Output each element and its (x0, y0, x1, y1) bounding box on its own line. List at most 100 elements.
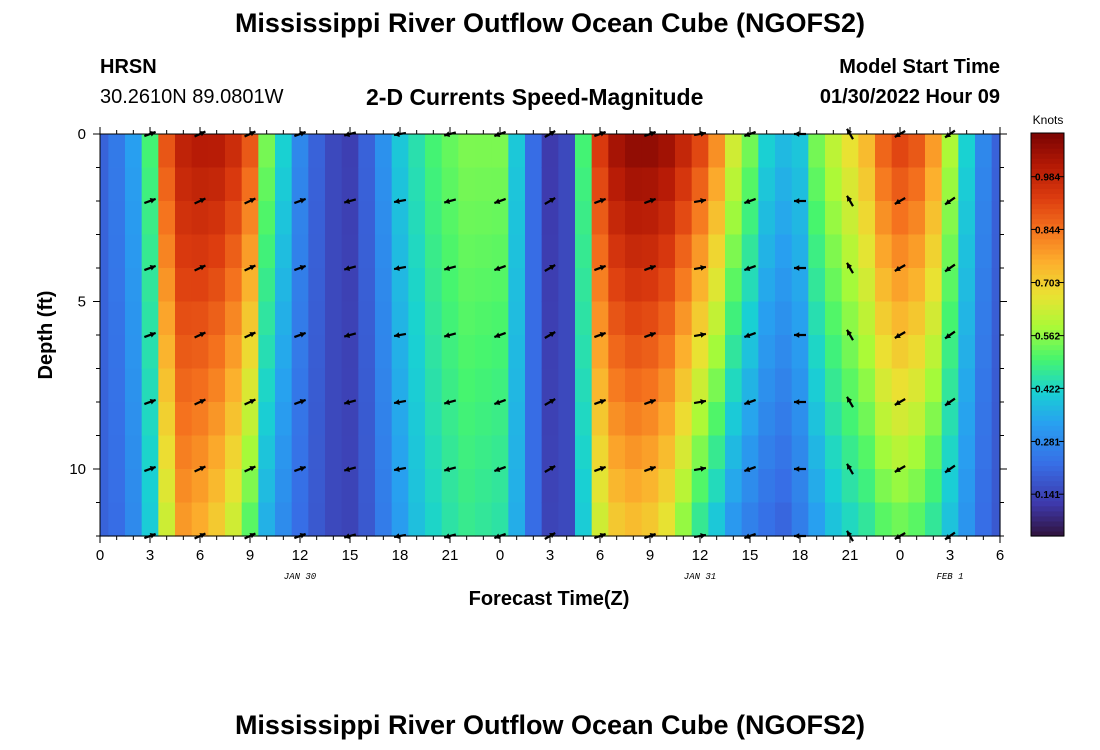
heatmap-cell (275, 335, 293, 370)
colorbar-segment (1031, 435, 1064, 441)
heatmap-cell (525, 402, 543, 437)
heatmap-cell (258, 134, 276, 169)
heatmap-cell (491, 335, 509, 370)
model-start-value: 01/30/2022 Hour 09 (819, 86, 1000, 108)
vector-head (394, 198, 400, 204)
colorbar-segment (1031, 430, 1064, 436)
heatmap-cell (291, 368, 309, 403)
vector-head (444, 198, 451, 204)
heatmap-cell (541, 134, 559, 169)
current-vector (944, 464, 956, 474)
heatmap-cell (475, 368, 493, 403)
heatmap-cell (941, 234, 959, 269)
vector-head (847, 329, 853, 336)
heatmap-cell (208, 368, 226, 403)
heatmap-cell (408, 368, 426, 403)
heatmap-cell (241, 435, 259, 470)
heatmap-cell (158, 469, 176, 504)
vector-head (649, 265, 656, 271)
heatmap-cell (425, 268, 443, 303)
heatmap-cell (608, 201, 626, 236)
heatmap-cell (108, 469, 126, 504)
heatmap-cell (158, 167, 176, 202)
heatmap-cell (975, 435, 993, 470)
heatmap-cell (691, 435, 709, 470)
current-vector (443, 265, 457, 271)
heatmap-cell (591, 201, 609, 236)
heatmap-cell (275, 268, 293, 303)
heatmap-cell (141, 502, 159, 537)
heatmap-cell (691, 502, 709, 537)
heatmap-cell (991, 435, 1001, 470)
colorbar-segment (1031, 405, 1064, 411)
heatmap-cell (258, 234, 276, 269)
heatmap-cell (541, 502, 559, 537)
heatmap-cell (408, 402, 426, 437)
heatmap-cell (391, 469, 409, 504)
heatmap-cell (258, 167, 276, 202)
heatmap-cell (458, 134, 476, 169)
heatmap-cell (575, 234, 593, 269)
heatmap-cell (791, 301, 809, 336)
heatmap-cell (775, 268, 793, 303)
x-tick-label: 18 (792, 547, 809, 564)
heatmap-cell (758, 469, 776, 504)
current-vector (493, 197, 507, 205)
vector-head (249, 198, 256, 204)
heatmap-cell (841, 435, 859, 470)
heatmap-cell (491, 469, 509, 504)
heatmap-cell (841, 234, 859, 269)
heatmap-cell (875, 368, 893, 403)
colorbar-segment (1031, 455, 1064, 462)
colorbar-segment (1031, 530, 1064, 537)
current-vector (393, 466, 407, 472)
heatmap-cell (358, 301, 376, 336)
vector-head (945, 467, 952, 473)
heatmap-cell (341, 268, 359, 303)
heatmap-cell (725, 469, 743, 504)
current-vector (894, 398, 906, 406)
heatmap-cell (958, 502, 976, 537)
heatmap-cell (608, 301, 626, 336)
heatmap-cell (625, 402, 643, 437)
current-vector (794, 198, 806, 204)
heatmap-cell (941, 268, 959, 303)
heatmap-cell (891, 268, 909, 303)
heatmap-cell (125, 368, 143, 403)
heatmap-cell (658, 134, 676, 169)
heatmap-cell (841, 402, 859, 437)
heatmap-cell (891, 469, 909, 504)
colorbar-segment (1031, 475, 1064, 482)
current-vector (894, 331, 906, 339)
heatmap-cell (275, 368, 293, 403)
heatmap-cell (808, 134, 826, 169)
heatmap-cell (108, 502, 126, 537)
heatmap-cell (208, 301, 226, 336)
heatmap-cell (758, 435, 776, 470)
heatmap-cell (791, 469, 809, 504)
heatmap-cell (258, 435, 276, 470)
heatmap-cell (408, 502, 426, 537)
heatmap-cell (725, 201, 743, 236)
x-tick-label: 6 (196, 547, 204, 564)
heatmap-cell (558, 469, 576, 504)
heatmap-cell (191, 234, 209, 269)
heatmap-cell (508, 335, 526, 370)
heatmap-cell (341, 301, 359, 336)
heatmap-cell (658, 469, 676, 504)
currents-heatmap-chart: 0 3 6 9 12 15 18 21 0 3 6 9 12 15 18 21 0 3 6 JAN 30 JAN 31 F… (35, 113, 1065, 610)
heatmap-cell (991, 234, 1001, 269)
vector-head (847, 463, 853, 470)
heatmap-cell (100, 502, 109, 537)
heatmap-cell (908, 167, 926, 202)
heatmap-cell (158, 234, 176, 269)
heatmap-cell (441, 435, 459, 470)
colorbar-tick-label: 0.844 (1035, 225, 1060, 236)
heatmap-cell (658, 368, 676, 403)
heatmap-cell (908, 134, 926, 169)
current-vector (894, 197, 906, 205)
heatmap-cell (375, 201, 393, 236)
heatmap-cell (175, 402, 193, 437)
heatmap-cell (391, 134, 409, 169)
heatmap-cell (658, 402, 676, 437)
